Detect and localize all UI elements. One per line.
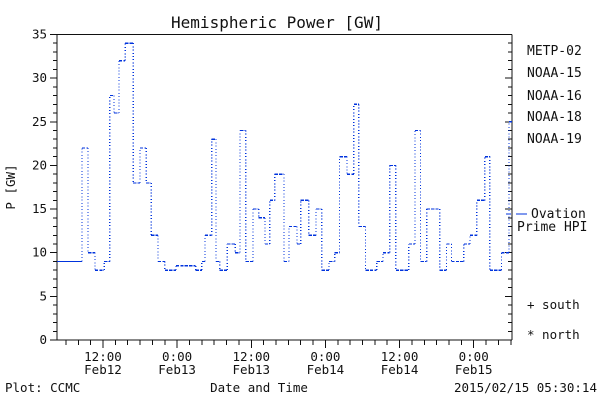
marker-legend-south: + south [527,297,580,312]
satellite-legend: METP-02 NOAA-15 NOAA-16 NOAA-18 NOAA-19 [527,44,582,147]
x-axis-ticks: 12:00Feb120:00Feb1312:00Feb130:00Feb1412… [65,340,512,377]
ovation-legend: Ovation Prime HPI [506,207,587,235]
legend-item-noaa-15: NOAA-15 [527,66,582,81]
ovation-legend-line2: Prime HPI [517,220,587,235]
y-tick-label: 20 [32,157,47,172]
x-tick-date-label: Feb14 [307,362,345,377]
x-tick-time-label: 0:00 [162,349,192,364]
y-axis-label: P [GW] [3,164,18,209]
x-tick-date-label: Feb13 [232,362,270,377]
marker-legend-north: * north [527,327,580,342]
x-tick-time-label: 0:00 [310,349,340,364]
x-tick-date-label: Feb13 [158,362,196,377]
ovation-legend-line1: Ovation [531,207,586,222]
footer-plot-source: Plot: CCMC [5,380,80,395]
legend-item-noaa-16: NOAA-16 [527,89,582,104]
legend-item-noaa-19: NOAA-19 [527,132,582,147]
y-tick-label: 10 [32,245,47,260]
x-axis-title: Date and Time [210,380,308,395]
x-tick-time-label: 12:00 [232,349,270,364]
x-tick-time-label: 12:00 [381,349,419,364]
chart-title: Hemispheric Power [GW] [171,13,383,32]
y-tick-label: 30 [32,70,47,85]
y-tick-label: 5 [39,288,47,303]
x-tick-time-label: 12:00 [84,349,122,364]
x-tick-date-label: Feb12 [84,362,122,377]
ovation-hpi-step-curve [57,42,512,271]
y-tick-label: 25 [32,114,47,129]
y-tick-label: 15 [32,201,47,216]
y-tick-label: 35 [32,27,47,42]
x-tick-date-label: Feb15 [455,362,493,377]
legend-item-noaa-18: NOAA-18 [527,110,582,125]
footer-timestamp: 2015/02/15 05:30:14 [454,380,597,395]
x-tick-date-label: Feb14 [381,362,419,377]
legend-item-metp-02: METP-02 [527,44,582,59]
hemisphere-marker-legend: + south * north [527,297,580,342]
y-tick-label: 0 [39,332,47,347]
y-axis-ticks: 0 5 10 15 20 25 30 35 [32,27,512,347]
x-tick-time-label: 0:00 [459,349,489,364]
